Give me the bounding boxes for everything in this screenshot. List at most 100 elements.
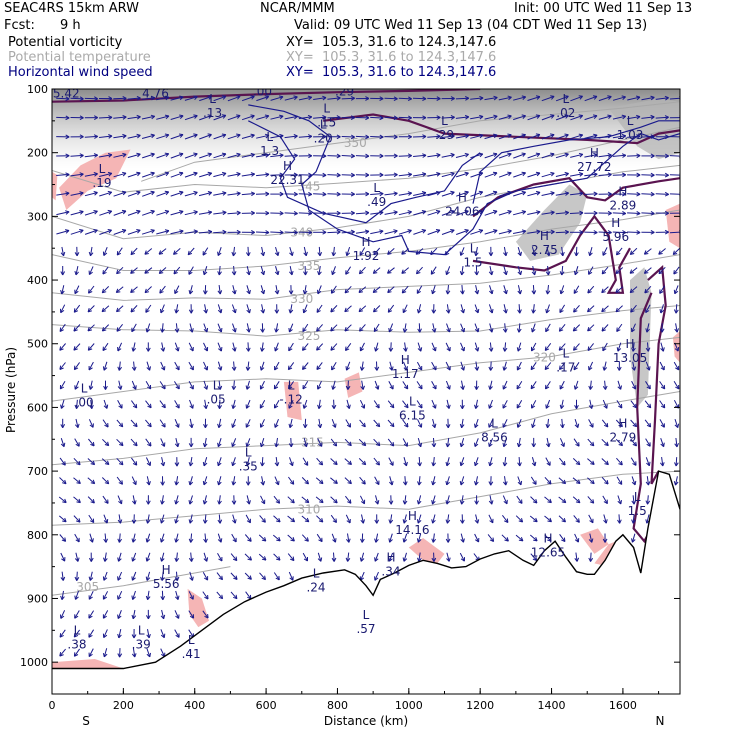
- wind-vector: [313, 172, 327, 178]
- wind-vector: [360, 533, 365, 543]
- wind-vector: [60, 418, 66, 429]
- wind-vector: [555, 191, 570, 196]
- wind-vector: [673, 476, 679, 486]
- wind-vector: [170, 95, 184, 101]
- wind-vector: [227, 229, 241, 235]
- wind-vector: [669, 191, 680, 197]
- x-tick-label: 1400: [538, 699, 566, 712]
- wind-vector: [298, 191, 313, 197]
- wind-vector: [245, 419, 251, 428]
- wind-vector: [655, 95, 669, 101]
- pv-extremum-value: .05: [207, 393, 226, 407]
- wind-vector: [470, 152, 484, 159]
- pv-extremum-value: .20: [314, 131, 333, 145]
- wind-vector: [170, 190, 184, 197]
- wind-vector: [516, 437, 522, 448]
- wind-vector: [102, 571, 108, 581]
- wind-vector: [402, 400, 409, 409]
- wind-vector: [188, 514, 194, 524]
- pv-extremum-value: 24.06: [445, 205, 479, 219]
- wind-vector: [459, 476, 465, 486]
- pv-extremum-value: -.12: [279, 393, 302, 407]
- wind-vector: [643, 248, 652, 255]
- wind-vector: [330, 343, 338, 351]
- wind-vector: [612, 210, 627, 216]
- wind-vector: [541, 152, 555, 159]
- wind-vector: [60, 285, 65, 295]
- wind-vector: [146, 629, 151, 639]
- wind-vector: [131, 476, 137, 486]
- wind-vector: [441, 229, 455, 235]
- wind-vector: [587, 438, 595, 447]
- wind-vector: [427, 209, 441, 216]
- wind-vector: [284, 153, 298, 159]
- wind-vector: [160, 457, 166, 467]
- wind-vector: [160, 476, 165, 486]
- wind-vector: [388, 323, 394, 333]
- wind-vector: [88, 571, 94, 581]
- wind-vector: [588, 533, 594, 543]
- wind-vector: [617, 495, 622, 505]
- wind-vector: [474, 438, 479, 447]
- wind-vector: [202, 437, 208, 448]
- wind-vector: [298, 210, 313, 216]
- pv-extremum-letter: L: [323, 101, 330, 115]
- legend-theta: Potential temperature: [8, 50, 151, 65]
- wind-vector: [244, 553, 252, 561]
- wind-vector: [570, 133, 584, 140]
- pv-extremum-letter: H: [162, 563, 171, 577]
- wind-vector: [584, 152, 598, 158]
- wind-vector: [345, 266, 352, 275]
- wind-vector: [315, 477, 324, 485]
- wind-vector: [370, 96, 384, 101]
- wind-vector: [274, 266, 280, 276]
- wind-vector: [198, 210, 213, 215]
- wind-vector: [298, 95, 313, 101]
- wind-vector: [273, 515, 281, 523]
- wind-vector: [289, 457, 294, 467]
- wind-vector: [431, 399, 437, 409]
- wind-vector: [213, 114, 227, 121]
- y-tick-label: 100: [27, 83, 48, 96]
- x-tick-label: 200: [113, 699, 134, 712]
- wind-vector: [555, 95, 569, 102]
- wind-vector: [245, 399, 251, 409]
- y-tick-label: 700: [27, 465, 48, 478]
- wind-vector: [74, 265, 79, 276]
- wind-vector: [273, 381, 280, 390]
- wind-vector: [612, 95, 626, 101]
- wind-vector: [612, 172, 627, 178]
- wind-vector: [232, 342, 237, 352]
- wind-vector: [345, 552, 351, 562]
- wind-vector: [388, 533, 393, 543]
- wind-vector: [145, 400, 152, 409]
- wind-vector: [460, 304, 465, 314]
- pv-extremum-letter: L: [99, 162, 106, 176]
- wind-vector: [131, 323, 137, 333]
- wind-vector: [527, 171, 541, 178]
- wind-vector: [270, 114, 284, 120]
- wind-vector: [258, 553, 267, 561]
- wind-vector: [515, 515, 524, 523]
- y-tick-label: 900: [27, 592, 48, 605]
- wind-vector: [189, 571, 194, 581]
- wind-vector: [541, 191, 555, 196]
- wind-vector: [417, 342, 423, 352]
- wind-vector: [202, 591, 209, 600]
- wind-vector: [274, 323, 279, 333]
- wind-vector: [98, 115, 113, 120]
- wind-vector: [645, 495, 651, 505]
- wind-vector: [416, 514, 422, 524]
- wind-vector: [431, 418, 437, 429]
- wind-vector: [184, 152, 198, 159]
- wind-vector: [130, 438, 138, 447]
- wind-vector: [260, 457, 265, 467]
- wind-vector: [88, 552, 94, 562]
- wind-vector: [401, 267, 410, 274]
- model-title: SEAC4RS 15km ARW: [4, 1, 140, 16]
- wind-vector: [327, 134, 341, 140]
- wind-vector: [545, 437, 551, 448]
- wind-vector: [413, 229, 427, 235]
- wind-vector: [102, 438, 110, 447]
